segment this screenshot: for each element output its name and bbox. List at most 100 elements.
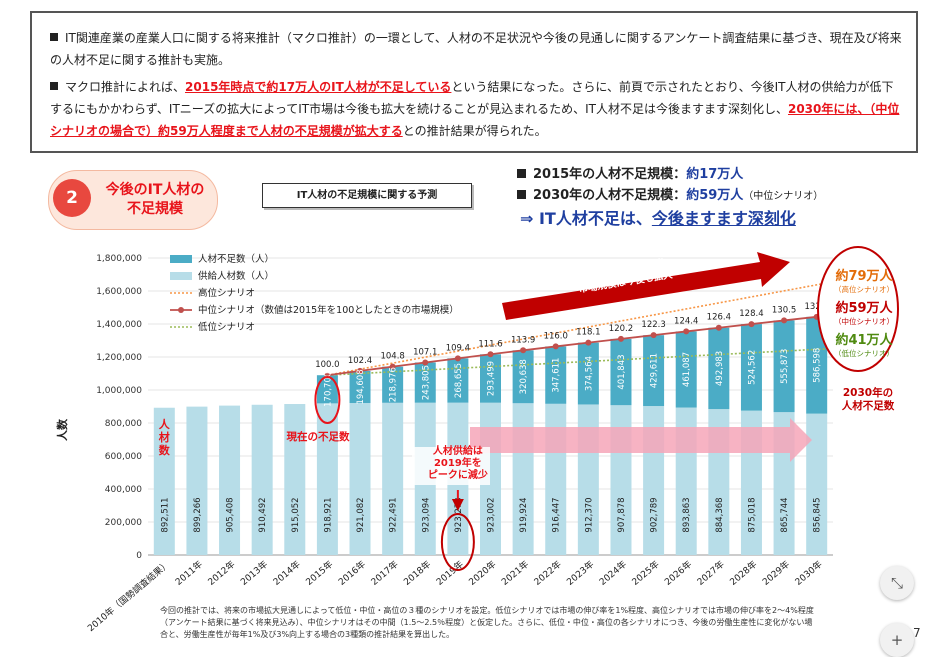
bar-supply: [284, 404, 306, 555]
summary-box: IT関連産業の産業人口に関する将来推計（マクロ推計）の一環として、人材の不足状況…: [30, 11, 918, 153]
bar-shortage-label: 374,564: [584, 356, 594, 391]
x-tick-label: 2019年: [434, 558, 466, 588]
bar-shortage-label: 586,598: [813, 348, 823, 383]
y-tick-label: 200,000: [105, 518, 142, 528]
add-button[interactable]: +: [880, 623, 914, 657]
page-number: 7: [913, 626, 921, 640]
bar-supply-label: 875,018: [747, 497, 757, 532]
bar-supply-label: 910,492: [258, 497, 268, 532]
mid-scenario-point: [781, 317, 788, 324]
headline-prefix: ⇒ IT人材不足は、: [520, 209, 652, 228]
mid-scenario-point: [715, 324, 722, 331]
bar-supply-label: 921,082: [356, 497, 366, 532]
x-tick-label: 2026年: [662, 558, 694, 588]
supply-trend-arrow: [470, 418, 812, 462]
collapse-icon: ⤡: [890, 574, 903, 592]
market-index-label: 107.1: [413, 347, 437, 357]
bar-shortage-label: 268,655: [454, 363, 464, 398]
bar-shortage: [643, 335, 665, 407]
section-number: 2: [53, 179, 91, 217]
bar-shortage-label: 293,499: [487, 361, 497, 396]
bar-shortage: [545, 346, 567, 404]
bar-shortage-label: 401,843: [617, 354, 627, 389]
x-tick-label: 2024年: [597, 558, 629, 588]
bar-shortage: [675, 331, 697, 408]
mid-scenario-point: [683, 328, 690, 335]
y-tick-label: 600,000: [105, 452, 142, 462]
scenario-2030-circle: [817, 246, 899, 372]
bar-supply-label: 912,370: [584, 497, 594, 532]
chart-heading: IT人材の不足規模に関する予測: [262, 183, 472, 208]
mid-scenario-label: （中位シナリオ）: [834, 316, 894, 326]
bar-shortage: [577, 342, 599, 405]
market-index-label: 111.6: [478, 339, 502, 349]
legend-swatch-supply: [170, 272, 192, 280]
legend-label-shortage: 人材不足数（人）: [198, 253, 274, 265]
y-tick-label: 1,800,000: [96, 254, 142, 264]
x-tick-label: 2018年: [401, 558, 433, 588]
bar-shortage: [382, 366, 404, 403]
current-shortage-label: 現在の不足数: [287, 430, 350, 443]
low-scenario-line: [327, 347, 829, 377]
bar-supply: [219, 405, 241, 555]
summary-text-2a: マクロ推計によれば、: [65, 80, 186, 94]
market-index-label: 116.0: [544, 331, 568, 341]
kpi-2030-note: （中位シナリオ）: [743, 191, 824, 202]
x-tick-label: 2011年: [173, 558, 205, 588]
bar-shortage-label: 170,700: [323, 372, 333, 407]
bar-shortage: [740, 324, 762, 411]
x-tick-label: 2029年: [760, 558, 792, 588]
mid-scenario-point: [487, 351, 494, 358]
peak-note-line: 2019年を: [434, 456, 482, 469]
bar-shortage-label: 524,562: [747, 350, 757, 385]
y-axis-title: 人数: [55, 418, 69, 441]
bar-shortage: [447, 358, 469, 403]
bar-supply: [382, 402, 404, 555]
bar-shortage: [512, 350, 534, 404]
bar-supply-label: 884,368: [715, 497, 725, 532]
bullet-square-icon: [50, 82, 58, 90]
low-scenario-label: （低位シナリオ）: [834, 348, 894, 358]
high-scenario-label: （高位シナリオ）: [834, 284, 894, 294]
summary-paragraph-1: IT関連産業の産業人口に関する将来推計（マクロ推計）の一環として、人材の不足状況…: [50, 27, 902, 71]
bar-shortage: [806, 316, 828, 414]
x-tick-label: 2016年: [336, 558, 368, 588]
bar-supply: [349, 403, 371, 555]
legend-swatch-mid-point: [178, 307, 184, 313]
mid-scenario-point: [357, 367, 364, 374]
kpi-2015-label: 2015年の人材不足規模：: [533, 167, 687, 182]
bar-supply-label: 918,921: [323, 497, 333, 532]
bar-supply-label: 915,052: [291, 497, 301, 532]
x-tick-label: 2015年: [303, 558, 335, 588]
bar-supply-label: 905,408: [226, 497, 236, 532]
supply-count-label-char: 人: [159, 417, 171, 431]
y-tick-label: 1,600,000: [96, 287, 142, 297]
bar-supply-label: 856,845: [813, 497, 823, 532]
x-tick-label: 2017年: [368, 558, 400, 588]
market-index-label: 124.4: [674, 316, 698, 326]
x-tick-label: 2020年: [466, 558, 498, 588]
supply-count-label-char: 材: [159, 430, 170, 444]
mid-scenario-point: [585, 339, 592, 346]
summary-text-2c: との推計結果が得られた。: [402, 124, 547, 138]
x-tick-label: 2025年: [629, 558, 661, 588]
legend-swatch-shortage: [170, 255, 192, 263]
current-shortage-circle: [314, 376, 341, 424]
market-index-label: 100.0: [315, 360, 339, 370]
market-index-label: 113.9: [511, 335, 535, 345]
bar-shortage-label: 555,873: [780, 349, 790, 384]
section-title: 今後のIT人材の不足規模: [105, 182, 205, 217]
bullet-square-icon: [517, 190, 526, 199]
market-index-label: 102.4: [348, 356, 372, 366]
bullet-square-icon: [517, 169, 526, 178]
x-tick-label: 2022年: [532, 558, 564, 588]
bar-shortage-label: 492,983: [715, 351, 725, 386]
bullet-square-icon: [50, 33, 58, 41]
y-tick-label: 1,400,000: [96, 320, 142, 330]
summary-highlight-2015: 2015年時点で約17万人のIT人材が不足している: [185, 80, 452, 94]
kpi-2015-value: 約17万人: [686, 167, 744, 182]
collapse-button[interactable]: ⤡: [880, 566, 914, 600]
bar-supply-label: 922,491: [389, 497, 399, 532]
x-tick-label: 2013年: [238, 558, 270, 588]
mid-scenario-point: [617, 335, 624, 342]
